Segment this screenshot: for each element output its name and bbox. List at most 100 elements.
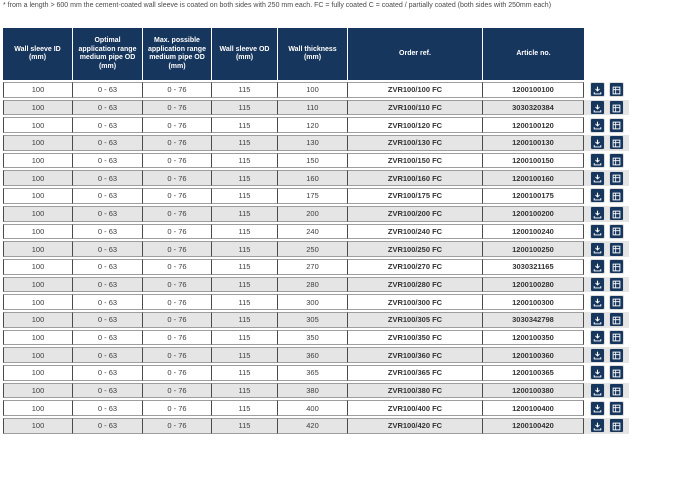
column-header-article_no: Article no. — [483, 28, 584, 80]
datasheet-button[interactable] — [610, 242, 624, 256]
cell-wall_sleeve_id: 100 — [3, 99, 73, 116]
cell-max_range: 0 - 76 — [143, 276, 212, 293]
table-row: 100 0 - 63 0 - 76 115 360 ZVR100/360 FC 120010… — [3, 347, 629, 363]
datasheet-button[interactable] — [610, 136, 624, 150]
column-header-optimal_range: Optimal application range medium pipe OD… — [73, 28, 143, 80]
cell-wall_sleeve_od: 115 — [212, 82, 278, 98]
cell-article_no: 1200100100 — [483, 82, 584, 98]
cell-max_range: 0 - 76 — [143, 418, 212, 434]
cell-order_ref: ZVR100/300 FC — [348, 294, 483, 310]
datasheet-button[interactable] — [610, 348, 624, 362]
cell-max_range: 0 - 76 — [143, 223, 212, 240]
download-button[interactable] — [591, 171, 604, 185]
cell-wall_sleeve_id: 100 — [3, 241, 73, 257]
datasheet-button[interactable] — [610, 384, 624, 398]
datasheet-button[interactable] — [610, 101, 624, 115]
cell-article_no: 1200100300 — [483, 294, 584, 310]
datasheet-button[interactable] — [610, 224, 624, 238]
cell-wall_thickness: 350 — [278, 329, 348, 346]
cell-max_range: 0 - 76 — [143, 188, 212, 204]
download-button[interactable] — [591, 277, 604, 291]
download-icon — [593, 316, 602, 325]
download-button[interactable] — [591, 384, 604, 398]
download-button[interactable] — [591, 330, 604, 344]
datasheet-button[interactable] — [610, 83, 624, 97]
row-actions — [584, 82, 629, 98]
download-button[interactable] — [591, 401, 604, 415]
grid-icon — [612, 351, 621, 360]
datasheet-button[interactable] — [610, 330, 624, 344]
cell-optimal_range: 0 - 63 — [73, 241, 143, 257]
datasheet-button[interactable] — [610, 366, 624, 380]
download-icon — [593, 174, 602, 183]
download-icon — [593, 351, 602, 360]
download-button[interactable] — [591, 101, 604, 115]
download-button[interactable] — [591, 118, 604, 132]
product-table: Wall sleeve ID (mm) Optimal application r… — [3, 26, 629, 436]
cell-article_no: 1200100280 — [483, 276, 584, 293]
download-button[interactable] — [591, 242, 604, 256]
cell-wall_sleeve_od: 115 — [212, 276, 278, 293]
cell-wall_sleeve_id: 100 — [3, 205, 73, 222]
table-row: 100 0 - 63 0 - 76 115 300 ZVR100/300 FC 120010… — [3, 294, 629, 310]
cell-max_range: 0 - 76 — [143, 170, 212, 187]
table-row: 100 0 - 63 0 - 76 115 240 ZVR100/240 FC 120010… — [3, 223, 629, 240]
cell-wall_sleeve_id: 100 — [3, 311, 73, 328]
download-button[interactable] — [591, 419, 604, 433]
cell-article_no: 1200100150 — [483, 152, 584, 169]
cell-max_range: 0 - 76 — [143, 82, 212, 98]
grid-icon — [612, 369, 621, 378]
cell-article_no: 1200100130 — [483, 135, 584, 151]
datasheet-button[interactable] — [610, 277, 624, 291]
cell-wall_thickness: 200 — [278, 205, 348, 222]
download-button[interactable] — [591, 313, 604, 327]
download-button[interactable] — [591, 366, 604, 380]
cell-wall_sleeve_id: 100 — [3, 223, 73, 240]
download-icon — [593, 228, 602, 236]
cell-order_ref: ZVR100/110 FC — [348, 99, 483, 116]
download-button[interactable] — [591, 83, 604, 97]
cell-wall_sleeve_od: 115 — [212, 329, 278, 346]
column-header-wall_thickness: Wall thickness (mm) — [278, 28, 348, 80]
table-row: 100 0 - 63 0 - 76 115 175 ZVR100/175 FC 120010… — [3, 188, 629, 204]
cell-wall_sleeve_od: 115 — [212, 347, 278, 363]
download-button[interactable] — [591, 260, 604, 274]
datasheet-button[interactable] — [610, 419, 624, 433]
cell-order_ref: ZVR100/250 FC — [348, 241, 483, 257]
cell-wall_sleeve_id: 100 — [3, 365, 73, 381]
download-button[interactable] — [591, 189, 604, 203]
datasheet-button[interactable] — [610, 154, 624, 168]
row-actions — [584, 117, 629, 133]
cell-wall_thickness: 305 — [278, 311, 348, 328]
cell-order_ref: ZVR100/360 FC — [348, 347, 483, 363]
column-header-wall_sleeve_id: Wall sleeve ID (mm) — [3, 28, 73, 80]
datasheet-button[interactable] — [610, 118, 624, 132]
cell-max_range: 0 - 76 — [143, 258, 212, 275]
download-button[interactable] — [591, 154, 604, 168]
datasheet-button[interactable] — [610, 295, 624, 309]
download-icon — [593, 404, 602, 413]
row-actions — [584, 224, 629, 240]
cell-article_no: 1200100200 — [483, 205, 584, 222]
table-row: 100 0 - 63 0 - 76 115 200 ZVR100/200 FC 120010… — [3, 205, 629, 222]
datasheet-button[interactable] — [610, 207, 624, 221]
download-button[interactable] — [591, 207, 604, 221]
datasheet-button[interactable] — [610, 401, 624, 415]
datasheet-button[interactable] — [610, 260, 624, 274]
cell-max_range: 0 - 76 — [143, 99, 212, 116]
cell-wall_thickness: 100 — [278, 82, 348, 98]
download-button[interactable] — [591, 136, 604, 150]
cell-order_ref: ZVR100/365 FC — [348, 365, 483, 381]
download-button[interactable] — [591, 224, 604, 238]
cell-max_range: 0 - 76 — [143, 205, 212, 222]
cell-wall_sleeve_od: 115 — [212, 205, 278, 222]
column-header-max_range: Max. possible application range medium p… — [143, 28, 212, 80]
download-button[interactable] — [591, 295, 604, 309]
datasheet-button[interactable] — [610, 313, 624, 327]
table-row: 100 0 - 63 0 - 76 115 365 ZVR100/365 FC 120010… — [3, 365, 629, 381]
download-button[interactable] — [591, 348, 604, 362]
datasheet-button[interactable] — [610, 171, 624, 185]
cell-wall_sleeve_id: 100 — [3, 82, 73, 98]
datasheet-button[interactable] — [610, 189, 624, 203]
download-icon — [593, 263, 602, 272]
